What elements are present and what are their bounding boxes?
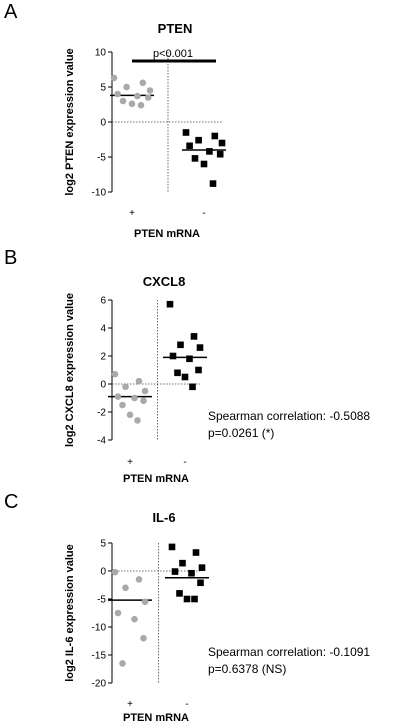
panel-a-xtick-label: -: [202, 208, 205, 219]
panel-a-point-positive: [134, 92, 141, 100]
panel-b-xtick-label: +: [127, 457, 133, 468]
panel-c-point-positive: [131, 615, 138, 623]
panel-b-annotation-line: p=0.0261 (*): [208, 426, 274, 440]
panel-b-point-negative: [190, 333, 198, 340]
panel-c-point-positive: [114, 609, 122, 617]
panel-b-ytick-label: -4: [97, 436, 106, 447]
panel-b-letter: B: [4, 247, 17, 269]
panel-c-point-negative: [188, 569, 195, 577]
panel-b-point-negative: [177, 341, 184, 349]
panel-a-ytick-label: 10: [95, 48, 107, 59]
panel-a-point-positive: [137, 101, 145, 109]
panel-a-point-negative: [209, 180, 217, 187]
panel-a-point-positive: [139, 79, 147, 87]
panel-a-letter: A: [4, 1, 18, 23]
panel-b-title: CXCL8: [143, 274, 186, 289]
panel-c-point-negative: [191, 595, 198, 603]
panel-b-ytick-label: 0: [100, 380, 106, 391]
panel-c-ytick-label: -15: [92, 651, 107, 662]
panel-b-point-negative: [169, 352, 177, 360]
panel-a-point-negative: [206, 148, 213, 155]
panel-b-point-positive: [114, 393, 122, 400]
panel-a-point-positive: [110, 74, 118, 82]
panel-a-ylabel: log2 PTEN expression value: [64, 48, 76, 195]
panel-a-point-positive: [128, 100, 136, 108]
panel-a-ytick-label: -10: [92, 188, 107, 199]
panel-a-title: PTEN: [158, 21, 193, 36]
panel-b-point-positive: [141, 387, 149, 395]
panel-a-ytick-label: 5: [100, 83, 106, 94]
panel-a-point-negative: [211, 132, 219, 140]
panel-a-point-negative: [195, 136, 202, 144]
panel-c-point-positive: [135, 576, 143, 583]
panel-b-ytick-label: 4: [100, 324, 106, 335]
panel-c-point-negative: [198, 564, 206, 571]
panel-a-point-negative: [216, 150, 224, 158]
panel-c-point-positive: [111, 568, 119, 576]
panel-a-point-positive: [146, 87, 154, 94]
panel-b-point-positive: [126, 411, 134, 419]
panel-c-ylabel: log2 IL-6 expression value: [64, 544, 76, 682]
panel-b-ytick-label: 2: [100, 352, 106, 363]
panel-a-point-negative: [200, 160, 208, 168]
panel-a-point-positive: [119, 97, 127, 105]
panel-b-xtick-label: -: [183, 457, 186, 468]
panel-c-point-positive: [122, 584, 129, 592]
panel-b-annotation-line: Spearman correlation: -0.5088: [208, 409, 370, 423]
panel-a-significance-label: p<0.001: [153, 48, 193, 60]
panel-c-xlabel: PTEN mRNA: [123, 712, 189, 724]
panel-c-point-negative: [176, 590, 183, 597]
panel-c-ytick-label: 5: [100, 539, 106, 550]
panel-a-point-positive: [144, 94, 152, 101]
panel-a-point-negative: [191, 155, 199, 162]
panel-b-point-positive: [122, 383, 129, 391]
panel-c-point-negative: [168, 543, 176, 551]
panel-b-point-negative: [196, 344, 204, 351]
panel-c-ytick-label: -10: [92, 623, 107, 634]
panel-c-point-negative: [197, 579, 204, 587]
panel-b-point-positive: [140, 397, 147, 405]
panel-a-point-negative: [218, 139, 226, 147]
panel-c-ytick-label: -5: [97, 595, 106, 606]
panel-b-point-positive: [134, 417, 141, 424]
panel-b-ytick-label: 6: [100, 296, 106, 307]
panel-b-ylabel: log2 CXCL8 expression value: [64, 293, 76, 447]
panel-c-xtick-label: -: [185, 699, 188, 710]
panel-b-point-negative: [195, 366, 202, 374]
panel-c-xtick-label: +: [127, 699, 133, 710]
panel-c-letter: C: [4, 491, 18, 513]
panel-b-point-negative: [189, 383, 196, 391]
panel-c-title: IL-6: [152, 510, 175, 525]
panel-a-ytick-label: -5: [97, 153, 106, 164]
panel-b-point-negative: [181, 373, 189, 381]
panel-c-point-positive: [119, 660, 126, 667]
panel-c-ytick-label: 0: [100, 567, 106, 578]
panel-b-point-positive: [135, 377, 143, 385]
panel-a-point-positive: [123, 83, 130, 91]
panel-a-ytick-label: 0: [100, 118, 106, 129]
panel-c-ytick-label: -20: [92, 679, 107, 690]
panel-a-point-negative: [182, 129, 190, 136]
panel-c-point-negative: [171, 568, 179, 575]
panel-b-point-negative: [166, 300, 174, 308]
panel-c-point-positive: [141, 598, 149, 606]
panel-c-point-positive: [140, 634, 147, 642]
panel-a-point-negative: [186, 142, 193, 150]
panel-b-point-negative: [186, 355, 193, 363]
panel-b-point-positive: [111, 370, 119, 378]
panel-c-annotation-line: Spearman correlation: -0.1091: [208, 645, 370, 659]
panel-c-annotation-line: p=0.6378 (NS): [208, 662, 286, 676]
panel-b-point-negative: [174, 369, 181, 377]
panel-b-point-positive: [131, 394, 138, 402]
panel-b-point-positive: [119, 401, 126, 409]
panel-a-point-positive: [114, 90, 121, 98]
panel-c-point-negative: [183, 595, 191, 603]
panel-a-xtick-label: +: [129, 208, 135, 219]
panel-c-point-negative: [192, 549, 200, 556]
panel-b-xlabel: PTEN mRNA: [123, 473, 189, 485]
panel-c-point-negative: [179, 559, 186, 567]
panel-b-ytick-label: -2: [97, 408, 106, 419]
panel-a-xlabel: PTEN mRNA: [134, 228, 200, 240]
